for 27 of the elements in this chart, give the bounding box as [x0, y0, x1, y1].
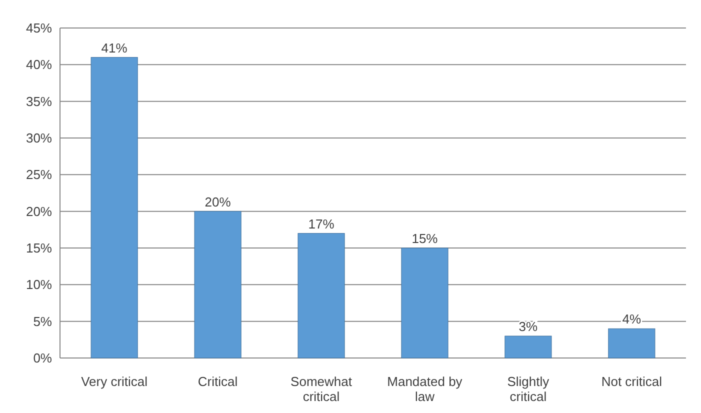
- bar: [401, 248, 448, 358]
- data-label: 20%: [204, 194, 232, 210]
- y-tick-label: 35%: [26, 94, 52, 109]
- x-tick-label: Very critical: [81, 374, 148, 389]
- y-tick-label: 30%: [26, 130, 52, 146]
- y-tick-label: 10%: [26, 277, 52, 292]
- x-tick-label: Not critical: [601, 374, 662, 389]
- bar: [194, 211, 242, 358]
- y-tick-label: 45%: [26, 20, 52, 36]
- x-tick-label: Critical: [198, 374, 238, 389]
- bar: [298, 233, 345, 358]
- x-tick-label: Somewhat critical: [290, 374, 352, 404]
- x-tick-label: Slightly critical: [507, 374, 550, 404]
- y-tick-label: 5%: [33, 314, 52, 329]
- y-tick-label: 15%: [26, 240, 52, 256]
- y-tick-label: 20%: [26, 204, 52, 219]
- data-label: 17%: [308, 216, 335, 232]
- bar: [608, 328, 656, 358]
- data-label: 15%: [412, 231, 438, 246]
- y-tick-label: 0%: [33, 350, 52, 366]
- data-label: 3%: [518, 319, 538, 334]
- bar: [90, 57, 138, 358]
- x-tick-label: Mandated by law: [387, 374, 463, 404]
- y-tick-label: 25%: [26, 167, 52, 182]
- bar: [504, 336, 552, 358]
- data-label: 41%: [101, 40, 128, 56]
- y-tick-label: 40%: [26, 57, 52, 72]
